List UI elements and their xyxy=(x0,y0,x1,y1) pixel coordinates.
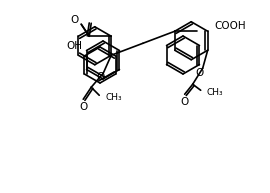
Text: CH₃: CH₃ xyxy=(207,88,223,97)
Text: OH: OH xyxy=(66,41,82,51)
Text: O: O xyxy=(79,102,87,112)
Text: CH₃: CH₃ xyxy=(105,93,122,102)
Text: O: O xyxy=(181,97,189,107)
Text: COOH: COOH xyxy=(215,21,247,31)
Text: O: O xyxy=(96,72,104,82)
Text: O: O xyxy=(70,15,78,25)
Text: O: O xyxy=(195,68,204,78)
